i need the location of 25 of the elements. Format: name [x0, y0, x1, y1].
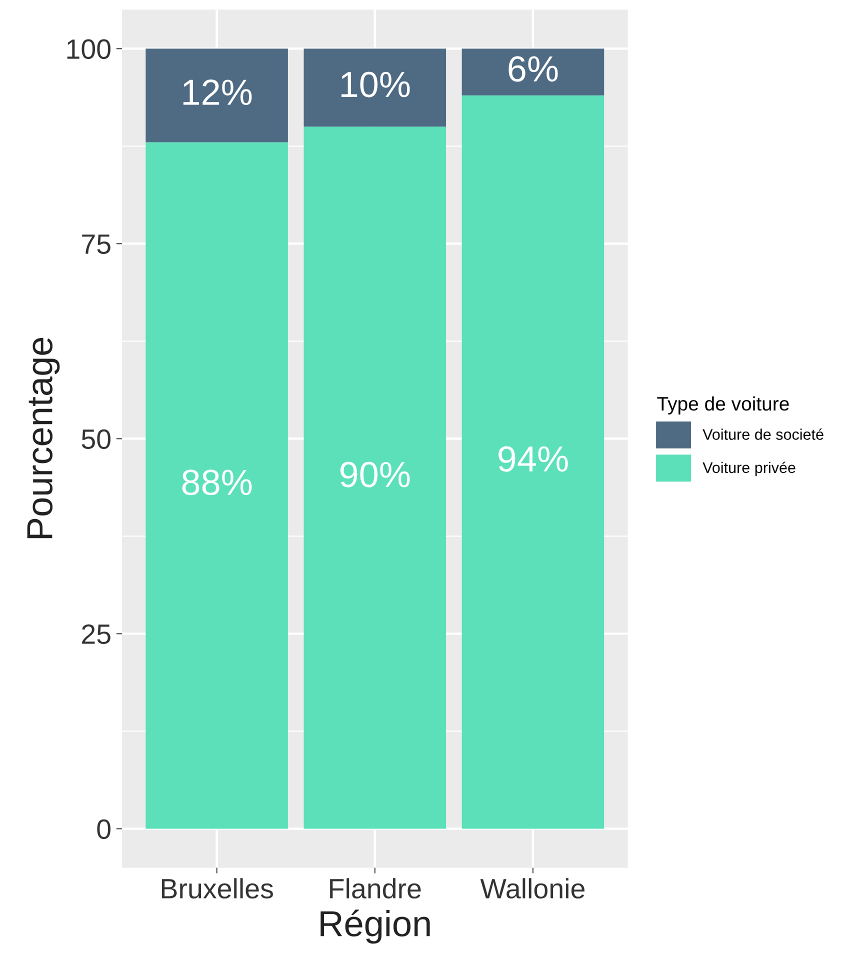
legend-label: Voiture de societé: [702, 428, 824, 440]
legend-label: Voiture privée: [702, 462, 796, 476]
y-tick-label: 25: [82, 624, 110, 644]
data-label: 10%: [342, 72, 410, 98]
x-tick-label: Flandre: [330, 878, 421, 899]
legend-title: Type de voiture: [657, 396, 789, 415]
bar: [462, 48, 604, 96]
x-tick-label: Wallonie: [480, 878, 584, 899]
data-label: 88%: [182, 470, 252, 496]
data-label: 12%: [183, 80, 252, 105]
bar: [146, 48, 288, 142]
y-tick-label: 75: [82, 234, 110, 254]
y-tick-label: 50: [82, 429, 110, 450]
bar: [462, 95, 604, 829]
y-axis-title: Pourcentage: [27, 338, 60, 538]
x-axis-title: Région: [320, 910, 430, 944]
data-label: 90%: [340, 462, 410, 488]
data-label: 94%: [498, 446, 568, 472]
x-tick-label: Bruxelles: [162, 878, 273, 899]
data-label: 6%: [508, 56, 558, 82]
bar: [304, 126, 446, 829]
y-tick-label: 0: [97, 819, 110, 840]
y-tick-label: 100: [67, 39, 110, 59]
bar: [146, 142, 288, 829]
bar: [304, 48, 446, 127]
